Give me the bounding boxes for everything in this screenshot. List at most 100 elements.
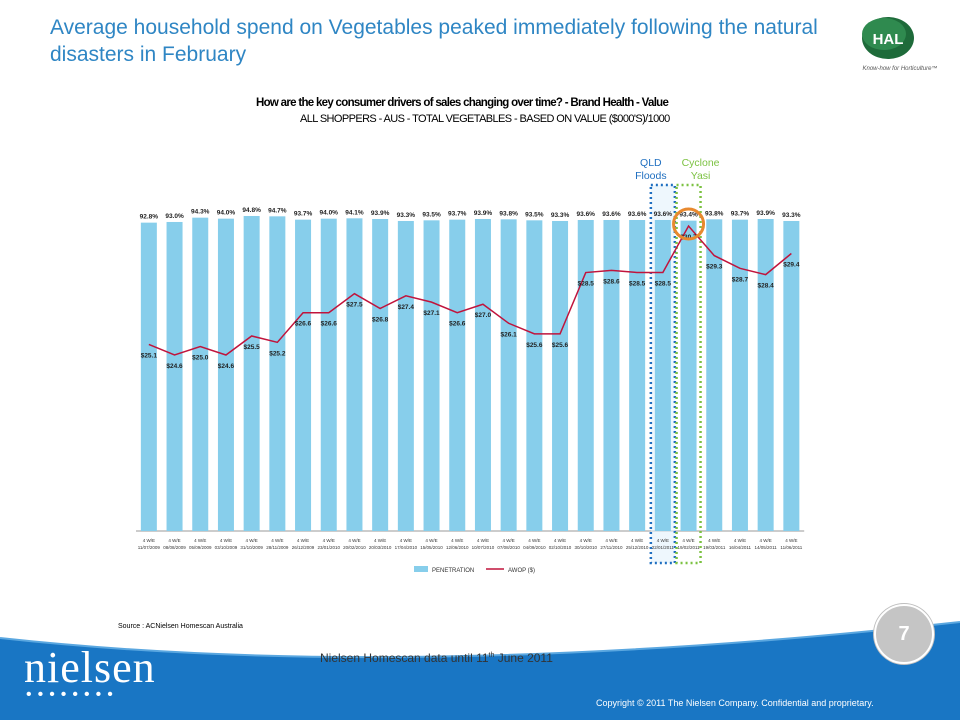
bar — [731, 219, 748, 531]
line-data-label: $28.6 — [603, 278, 620, 285]
x-tick-prefix: 4 W/E — [785, 538, 797, 543]
data-period-note: Nielsen Homescan data until 11th June 20… — [320, 651, 553, 665]
x-tick-label: 08/08/2009 — [163, 545, 186, 550]
bar — [372, 218, 389, 531]
x-tick-prefix: 4 W/E — [708, 538, 720, 543]
bar-data-label: 94.8% — [242, 207, 261, 214]
bar — [243, 216, 260, 531]
x-tick-label: 16/04/2011 — [729, 545, 752, 550]
x-tick-label: 14/05/2011 — [755, 545, 778, 550]
bar — [423, 220, 440, 531]
bar-data-label: 93.7% — [731, 211, 750, 218]
data-period-main: Nielsen Homescan data until 11 — [320, 651, 489, 665]
bar-data-label: 93.9% — [474, 210, 493, 217]
bar — [706, 219, 723, 531]
x-tick-prefix: 4 W/E — [297, 538, 309, 543]
line-data-label: $25.2 — [269, 350, 286, 357]
line-data-label: $24.6 — [166, 363, 183, 370]
bar-data-label: 92.8% — [140, 214, 159, 221]
x-tick-label: 17/04/2010 — [395, 545, 418, 550]
bar-data-label: 93.6% — [577, 211, 596, 218]
line-data-label: $26.8 — [372, 316, 389, 323]
bar-data-label: 94.0% — [217, 210, 236, 217]
awop-line — [148, 224, 792, 356]
page-number: 7 — [874, 604, 934, 664]
legend-label-penetration: PENETRATION — [432, 568, 474, 574]
line-data-label: $28.4 — [758, 283, 775, 290]
x-tick-prefix: 4 W/E — [323, 538, 335, 543]
bar-data-label: 93.3% — [782, 212, 801, 219]
chart-subtitle: ALL SHOPPERS - AUS - TOTAL VEGETABLES - … — [300, 113, 670, 125]
x-tick-prefix: 4 W/E — [374, 538, 386, 543]
x-tick-label: 07/08/2010 — [497, 545, 520, 550]
line-data-label: $25.1 — [141, 352, 158, 359]
nielsen-logo-dots: •••••••• — [26, 686, 119, 703]
x-tick-prefix: 4 W/E — [143, 538, 155, 543]
line-data-label: $26.6 — [295, 321, 312, 328]
bar — [629, 219, 646, 531]
annotation-label: QLD — [640, 157, 662, 169]
bar — [140, 222, 157, 531]
x-tick-label: 25/12/2010 — [626, 545, 649, 550]
legend-label-awop: AWOP ($) — [508, 568, 535, 574]
line-data-label: $26.6 — [449, 321, 466, 328]
line-data-label: $25.6 — [552, 342, 569, 349]
x-tick-label: 02/10/2010 — [549, 545, 572, 550]
line-data-label: $26.1 — [501, 331, 518, 338]
bar — [783, 220, 800, 531]
bar-data-label: 93.4% — [679, 212, 698, 219]
x-tick-prefix: 4 W/E — [580, 538, 592, 543]
x-tick-prefix: 4 W/E — [220, 538, 232, 543]
x-tick-prefix: 4 W/E — [348, 538, 360, 543]
bar — [346, 218, 363, 532]
x-tick-prefix: 4 W/E — [734, 538, 746, 543]
x-tick-label: 11/06/2011 — [780, 545, 802, 550]
x-tick-prefix: 4 W/E — [760, 538, 772, 543]
bar — [269, 216, 286, 531]
x-tick-prefix: 4 W/E — [682, 538, 694, 543]
bar — [526, 220, 543, 531]
bar — [474, 218, 491, 531]
x-tick-prefix: 4 W/E — [528, 538, 540, 543]
copyright-text: Copyright © 2011 The Nielsen Company. Co… — [596, 698, 874, 708]
line-data-label: $28.5 — [655, 281, 672, 288]
legend-swatch-penetration — [414, 566, 428, 572]
x-tick-prefix: 4 W/E — [605, 538, 617, 543]
bar-data-label: 93.0% — [165, 213, 184, 220]
x-tick-label: 05/09/2009 — [189, 545, 212, 550]
nielsen-logo: nielsen — [24, 643, 156, 692]
x-tick-prefix: 4 W/E — [194, 538, 206, 543]
x-tick-label: 23/01/2010 — [317, 545, 340, 550]
x-tick-label: 19/03/2011 — [703, 545, 726, 550]
line-data-label: $28.5 — [578, 281, 595, 288]
line-data-label: $25.0 — [192, 355, 209, 362]
line-data-label: $25.5 — [244, 344, 261, 351]
x-tick-prefix: 4 W/E — [271, 538, 283, 543]
x-tick-prefix: 4 W/E — [554, 538, 566, 543]
bar-data-label: 93.7% — [294, 211, 313, 218]
annotation-label: Floods — [635, 170, 667, 182]
chart-title: How are the key consumer drivers of sale… — [256, 97, 669, 109]
bar — [654, 219, 671, 531]
x-tick-label: 04/09/2010 — [523, 545, 546, 550]
bar-data-label: 94.7% — [268, 207, 287, 214]
x-tick-label: 30/10/2010 — [574, 545, 597, 550]
line-data-label: $25.6 — [526, 342, 543, 349]
annotation-label: Yasi — [691, 170, 711, 182]
x-tick-label: 12/06/2010 — [446, 545, 469, 550]
bar — [449, 219, 466, 531]
x-tick-prefix: 4 W/E — [631, 538, 643, 543]
bar-data-label: 93.8% — [499, 210, 518, 217]
line-data-label: $27.4 — [398, 304, 415, 311]
bar — [320, 218, 337, 531]
bar — [500, 219, 517, 531]
x-tick-prefix: 4 W/E — [451, 538, 463, 543]
line-data-label: $24.6 — [218, 363, 235, 370]
x-tick-prefix: 4 W/E — [246, 538, 258, 543]
bar — [397, 220, 414, 531]
line-data-label: $26.6 — [321, 321, 338, 328]
highlight-circle — [672, 207, 706, 241]
data-period-tail: June 2011 — [494, 651, 553, 665]
logo-wordmark: HAL — [873, 31, 904, 48]
